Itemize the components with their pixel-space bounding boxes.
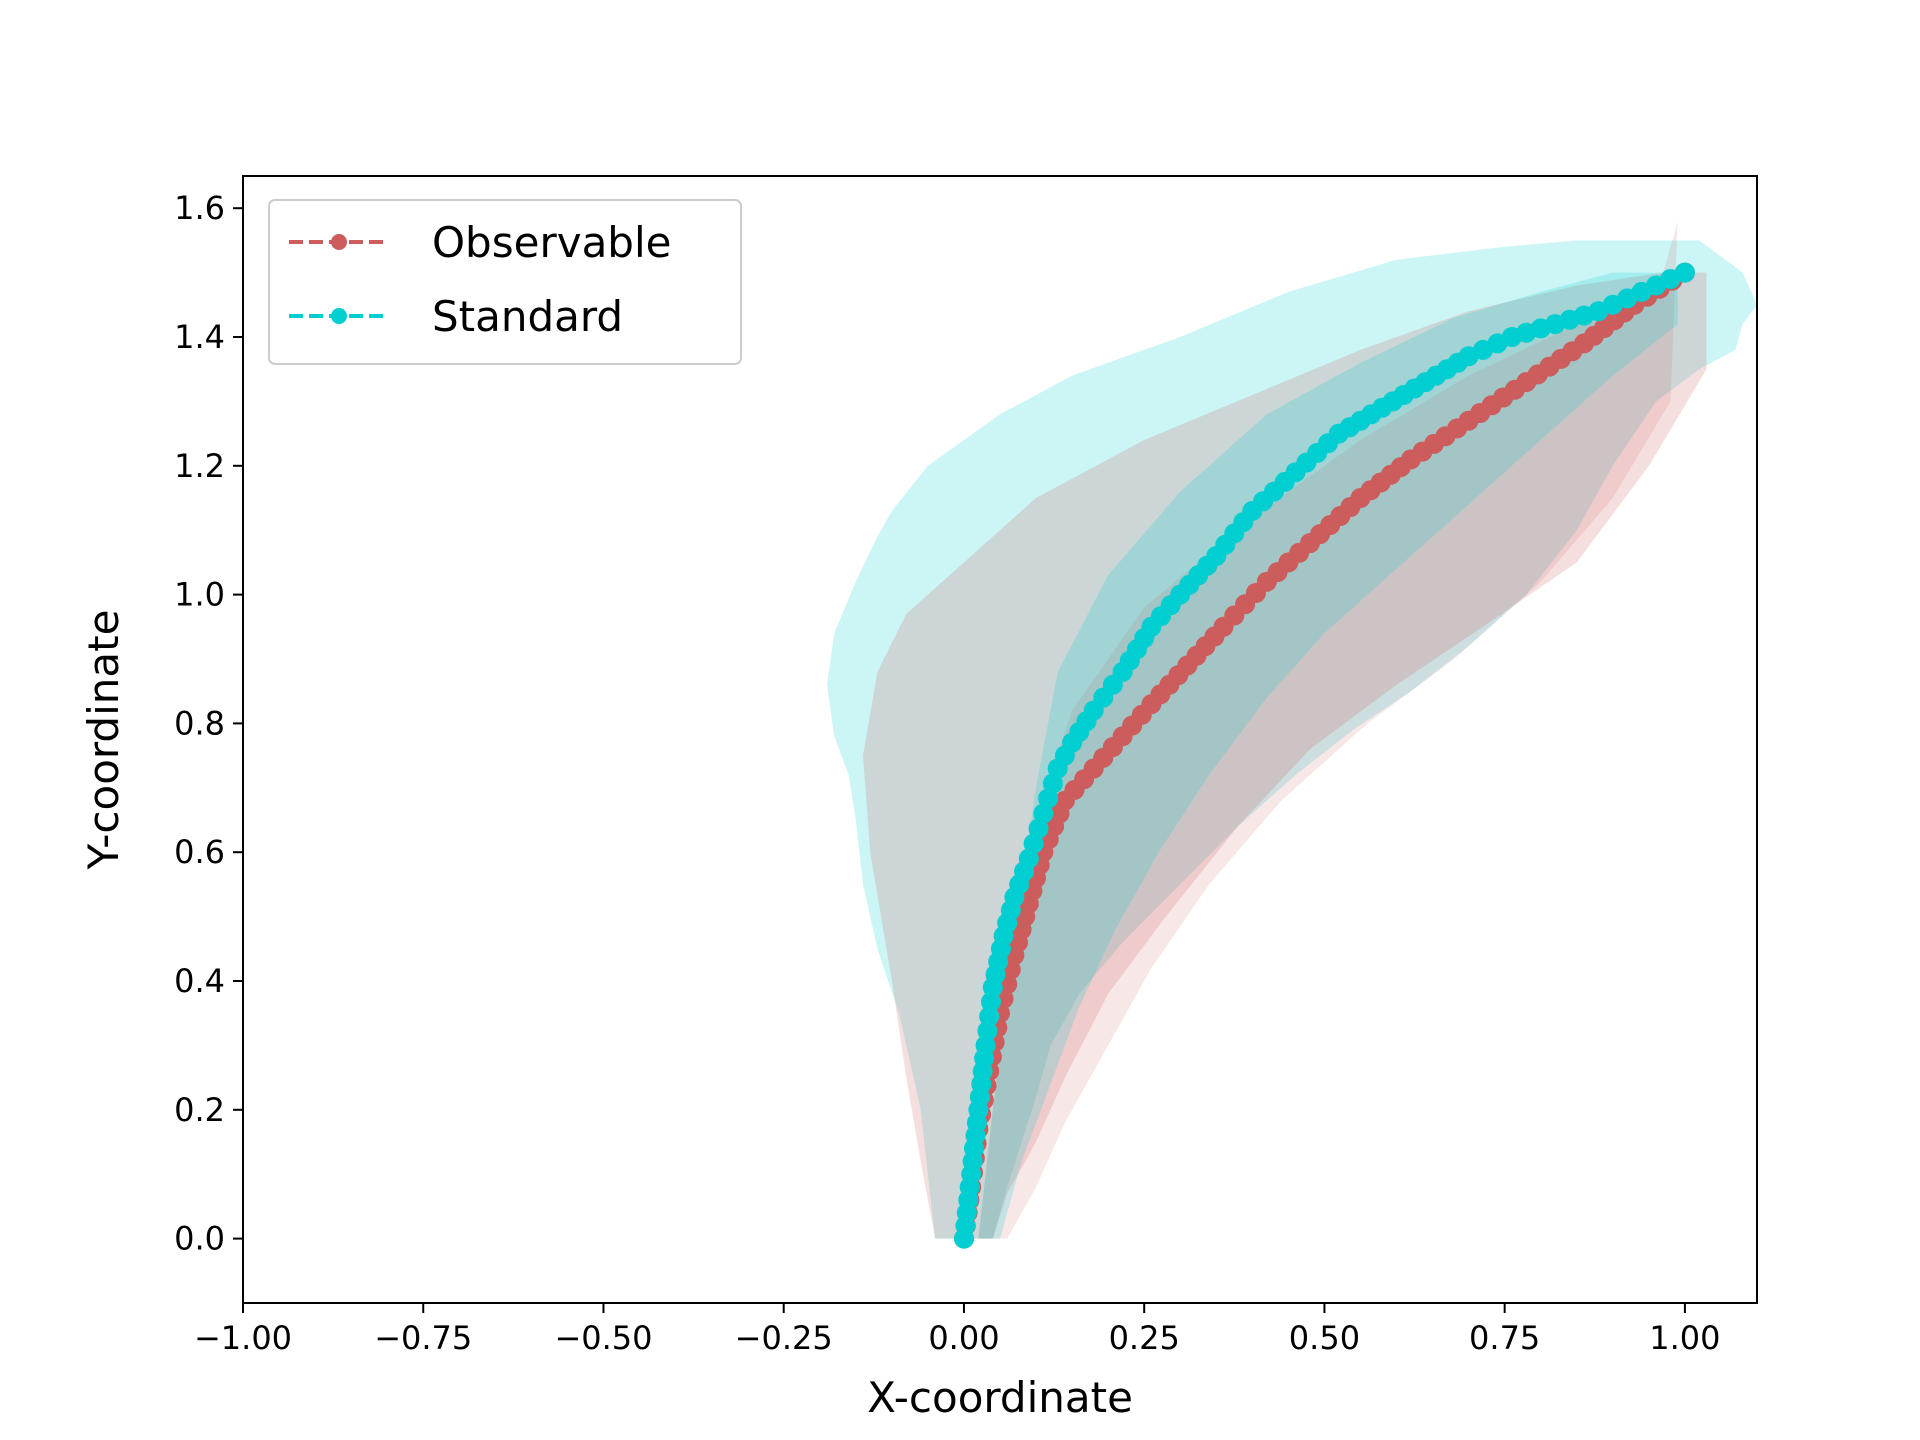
y-tick-label: 0.6: [174, 833, 225, 871]
plot-frame: [242, 175, 1758, 1304]
confidence-bands: [827, 221, 1757, 1239]
data-point: [979, 1006, 1000, 1027]
x-tick-label: 1.00: [1649, 1319, 1720, 1357]
data-point: [975, 1035, 996, 1056]
legend: Observable Standard: [268, 199, 742, 365]
band-standard: [827, 240, 1757, 1239]
legend-label: Standard: [432, 292, 623, 341]
y-tick-label: 0.0: [174, 1220, 225, 1258]
x-tick-label: −0.75: [374, 1319, 472, 1357]
x-axis-label: X-coordinate: [867, 1373, 1133, 1422]
y-tick-label: 1.2: [174, 447, 225, 485]
data-point: [981, 991, 1001, 1012]
data-point: [1023, 833, 1044, 854]
x-tick-label: 0.25: [1109, 1319, 1180, 1357]
y-tick-label: 1.6: [174, 189, 225, 227]
series-lines: [954, 262, 1695, 1249]
legend-box: [268, 199, 742, 365]
data-point: [1038, 788, 1059, 809]
band-observable: [978, 221, 1678, 1239]
legend-label: Observable: [432, 218, 671, 267]
x-tick-label: −1.00: [194, 1319, 292, 1357]
y-tick-label: 1.0: [174, 576, 225, 614]
y-tick-label: 0.8: [174, 704, 225, 742]
data-point: [1674, 262, 1695, 283]
x-tick-label: 0.50: [1289, 1319, 1360, 1357]
y-tick-label: 0.4: [174, 962, 225, 1000]
legend-swatch-marker: [331, 234, 347, 250]
data-point: [1018, 848, 1039, 869]
series-markers-standard: [954, 262, 1695, 1249]
x-tick-label: 0.00: [928, 1319, 999, 1357]
data-point: [977, 1020, 998, 1041]
legend-swatch-marker: [331, 308, 347, 324]
y-axis-label: Y-coordinate: [79, 610, 128, 871]
y-tick-label: 0.2: [174, 1091, 225, 1129]
x-tick-label: −0.50: [554, 1319, 652, 1357]
data-point: [1033, 803, 1054, 824]
y-axis-ticks: 0.0 0.2 0.4 0.6 0.8 1.0 1.2 1.4 1.6: [174, 189, 243, 1258]
x-tick-label: −0.25: [735, 1319, 833, 1357]
x-axis-ticks: −1.00 −0.75 −0.50 −0.25 0.00 0.25 0.50 0.75 1.00: [194, 1303, 1721, 1357]
y-tick-label: 1.4: [174, 318, 225, 356]
band-standard: [978, 272, 1678, 1239]
data-point: [1042, 773, 1063, 794]
data-point: [1028, 818, 1049, 839]
legend-entry-observable: Observable: [289, 218, 671, 267]
band-observable: [863, 272, 1707, 1239]
x-tick-label: 0.75: [1469, 1319, 1540, 1357]
legend-entry-standard: Standard: [289, 292, 623, 341]
